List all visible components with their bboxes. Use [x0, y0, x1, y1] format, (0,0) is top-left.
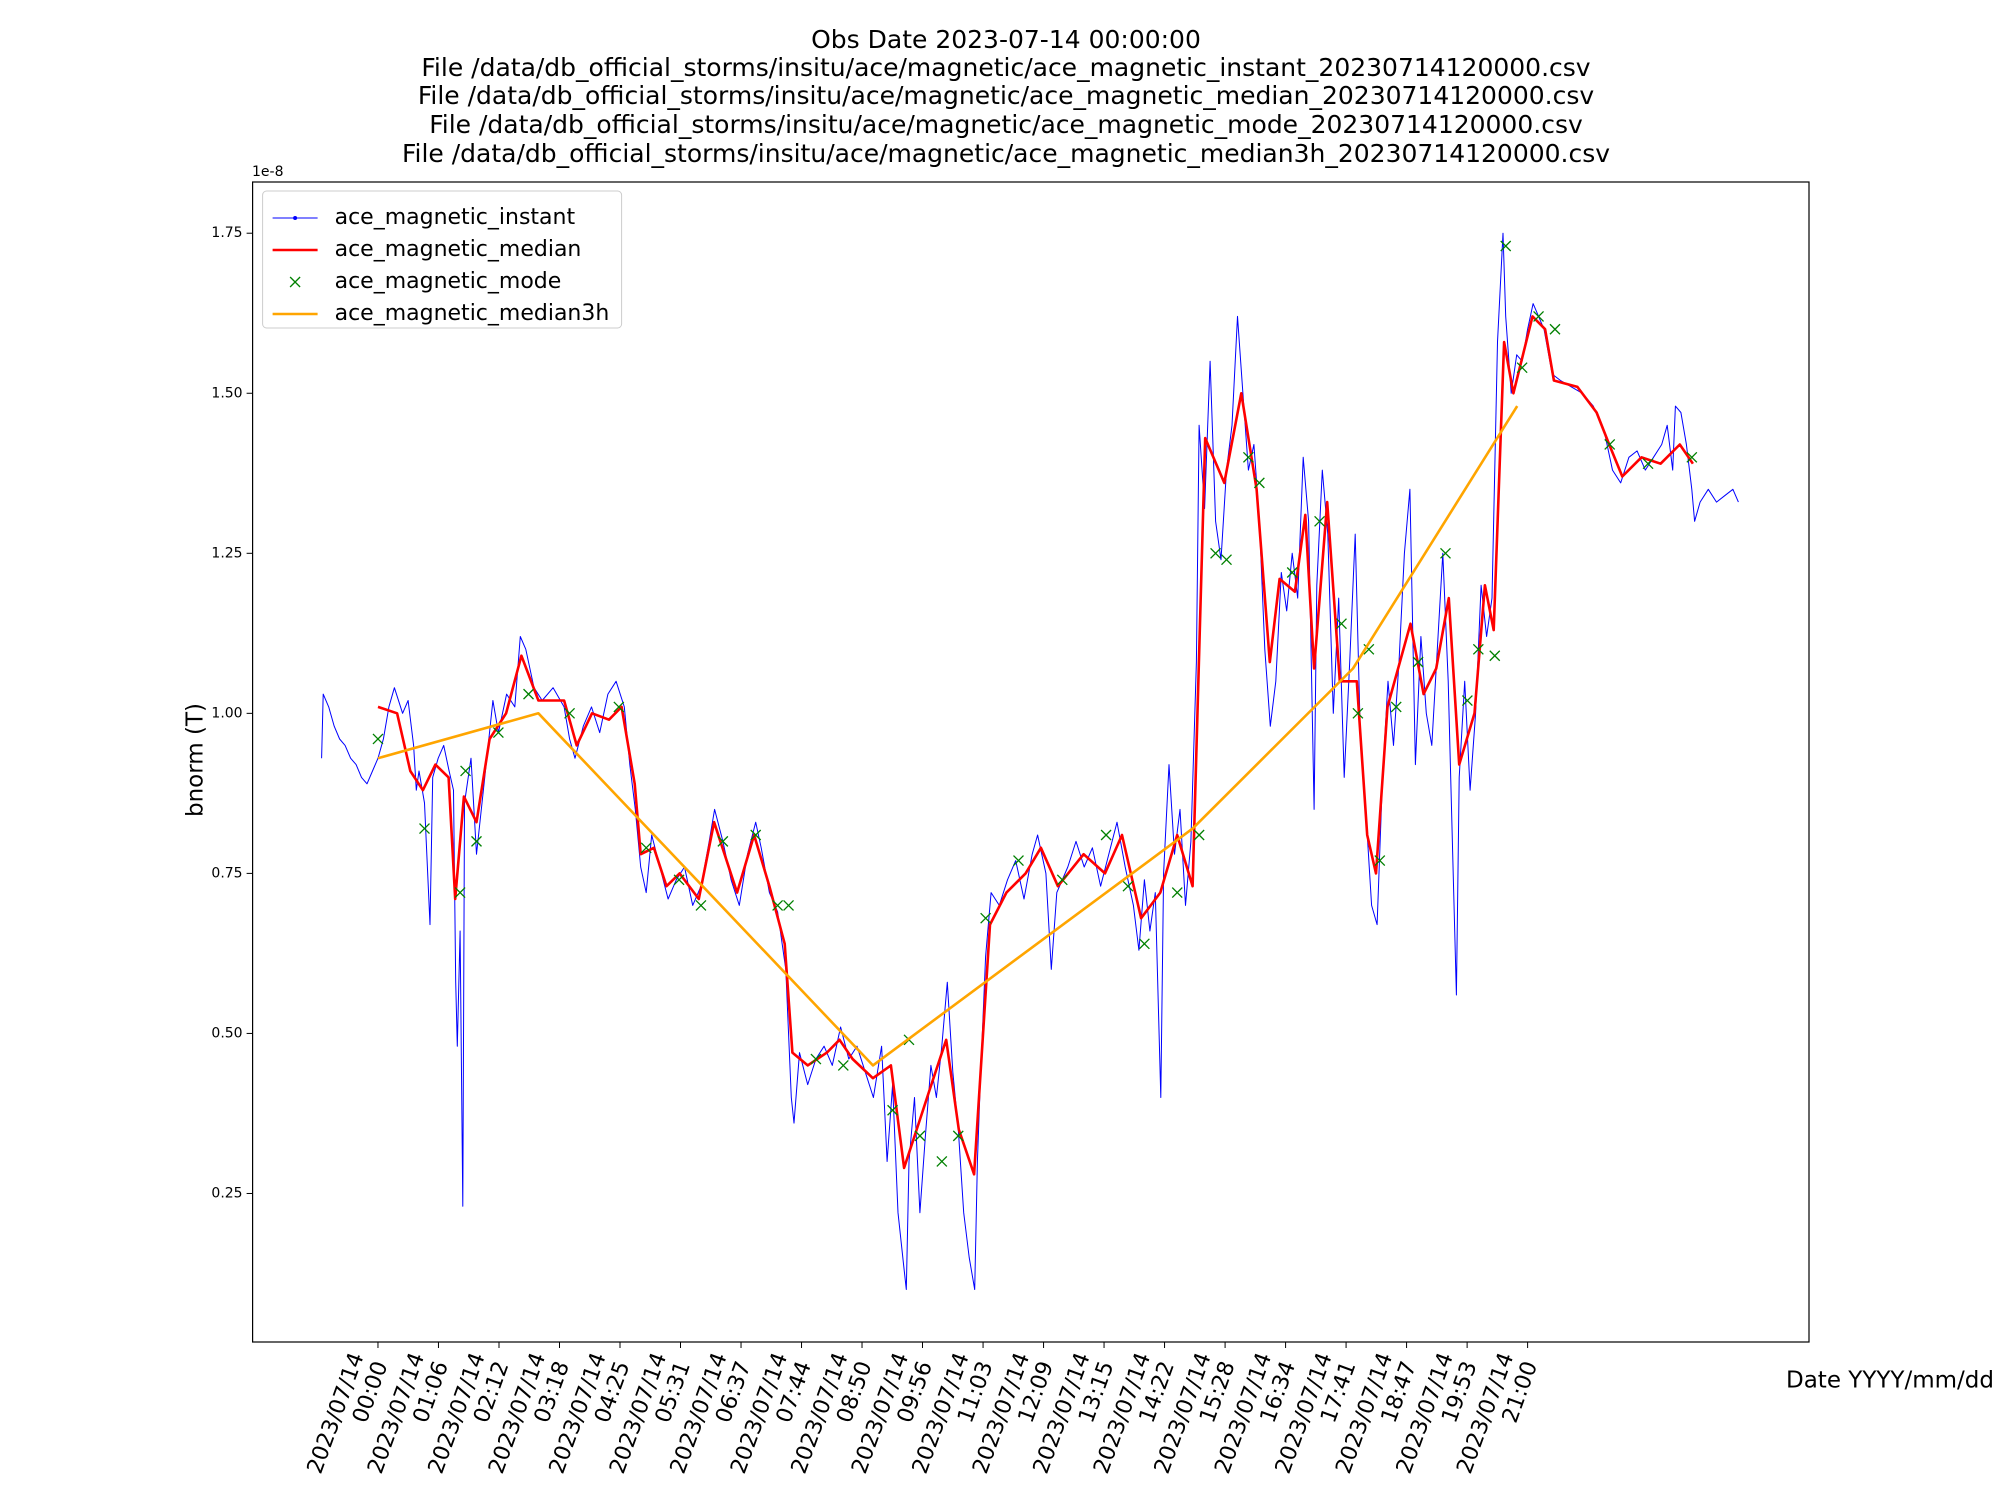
mode-marker: [640, 842, 652, 854]
mode-marker: [613, 701, 625, 713]
plot-area: [321, 232, 1739, 1290]
y-tick-label: 0.25: [211, 1185, 242, 1201]
series-line: [377, 405, 1519, 1067]
chart-subtitle: File /data/db_official_storms/insitu/ace…: [421, 53, 1590, 82]
mode-marker: [454, 887, 466, 899]
mode-marker: [695, 899, 707, 911]
mode-marker: [1210, 547, 1222, 559]
y-tick-label: 1.25: [211, 545, 242, 561]
mode-marker: [1221, 554, 1232, 566]
mode-marker: [419, 823, 430, 835]
legend-box: [262, 190, 623, 329]
mode-marker: [1374, 855, 1386, 867]
mode-marker: [1533, 310, 1545, 322]
y-tick-label: 1.00: [211, 705, 242, 721]
mode-marker: [936, 1156, 948, 1167]
mode-marker: [772, 899, 784, 911]
mode-marker: [1056, 874, 1068, 886]
mode-marker: [673, 874, 685, 886]
mode-marker: [1440, 547, 1451, 559]
mode-marker: [1461, 695, 1473, 707]
series-line: [377, 315, 1694, 1176]
mode-marker: [372, 733, 384, 745]
x-axis-label: Date YYYY/mm/dd: [1786, 1368, 1994, 1394]
legend-label: ace_magnetic_instant: [335, 205, 576, 230]
mode-marker: [1171, 887, 1183, 899]
chart-subtitle: File /data/db_official_storms/insitu/ace…: [429, 110, 1583, 139]
mode-marker: [980, 912, 992, 924]
legend-swatch: [289, 276, 301, 288]
chart-subtitle: File /data/db_official_storms/insitu/ace…: [418, 81, 1595, 110]
mode-marker: [1604, 439, 1616, 450]
mode-marker: [1363, 643, 1375, 655]
mode-marker: [1013, 855, 1024, 867]
mode-marker: [523, 688, 534, 700]
legend-label: ace_magnetic_mode: [335, 269, 562, 294]
mode-marker: [1193, 829, 1205, 841]
mode-marker: [1253, 477, 1265, 489]
mode-marker: [914, 1130, 926, 1142]
mode-marker: [1314, 515, 1326, 527]
mode-marker: [887, 1104, 899, 1116]
mode-marker: [1138, 938, 1150, 950]
axes-frame: [252, 181, 1810, 1343]
mode-marker: [1390, 701, 1402, 713]
mode-marker: [1472, 643, 1484, 655]
legend-label: ace_magnetic_median: [335, 237, 582, 262]
mode-marker: [1122, 880, 1134, 892]
y-offset-label: 1e-8: [252, 164, 283, 180]
mode-marker: [1352, 707, 1364, 719]
y-tick-label: 1.50: [211, 385, 242, 401]
chart-subtitle: File /data/db_official_storms/insitu/ace…: [402, 139, 1610, 168]
mode-marker: [1500, 240, 1512, 252]
mode-marker: [717, 835, 729, 847]
mode-marker: [1242, 451, 1254, 463]
mode-marker: [810, 1053, 822, 1065]
mode-marker: [1549, 323, 1561, 335]
mode-marker: [1412, 656, 1424, 668]
legend-label: ace_magnetic_median3h: [335, 301, 610, 326]
mode-marker: [783, 899, 795, 911]
mode-marker: [837, 1059, 849, 1071]
mode-marker: [471, 835, 482, 847]
chart-title: Obs Date 2023-07-14 00:00:00: [811, 25, 1201, 54]
mode-marker: [952, 1130, 964, 1142]
y-tick-label: 0.75: [211, 865, 242, 881]
mode-marker: [492, 727, 504, 739]
y-tick-label: 0.50: [211, 1025, 242, 1041]
y-tick-label: 1.75: [211, 225, 242, 241]
mode-marker: [460, 765, 472, 777]
mode-marker: [1516, 362, 1528, 374]
mode-marker: [1336, 618, 1347, 630]
mode-marker: [1100, 829, 1112, 841]
mode-marker: [1489, 650, 1501, 662]
mode-marker: [1642, 458, 1654, 470]
y-axis-label: bnorm (T): [183, 703, 209, 817]
mode-marker: [1286, 567, 1298, 578]
mode-marker: [750, 829, 762, 841]
mode-marker: [564, 707, 576, 719]
legend-swatch-marker: [293, 216, 298, 220]
mode-marker: [1686, 451, 1698, 463]
